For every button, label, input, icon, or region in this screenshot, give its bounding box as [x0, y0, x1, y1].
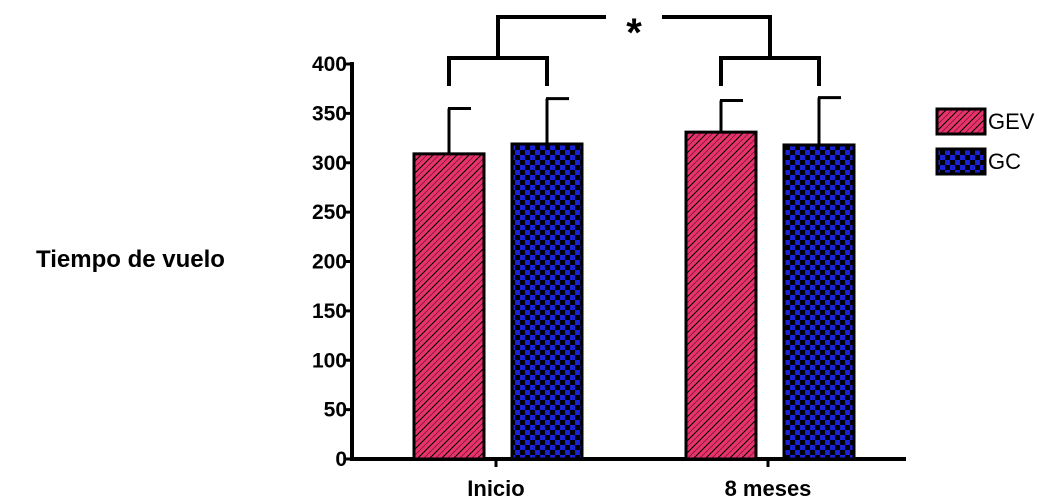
legend-label-gev: GEV — [988, 109, 1035, 134]
y-tick-label: 350 — [312, 102, 347, 125]
inner-bracket-1 — [447, 56, 549, 86]
bars — [412, 130, 856, 461]
y-tick-label: 300 — [312, 152, 347, 175]
y-tick-label: 100 — [312, 349, 347, 372]
y-tick-label: 150 — [312, 300, 347, 323]
bar-gev-2 — [684, 130, 758, 461]
axes: 0 50 100 150 200 250 300 350 400 Inicio 8 meses — [312, 53, 906, 501]
significance-brackets: * — [447, 11, 821, 86]
bar-gev-1 — [412, 152, 486, 461]
y-tick-label: 250 — [312, 201, 347, 224]
legend-swatch-gc — [935, 147, 987, 176]
y-tick-label: 400 — [312, 53, 347, 76]
legend: GEV GC — [935, 107, 1035, 176]
significance-marker: * — [626, 11, 642, 55]
inner-bracket-2 — [719, 56, 821, 86]
x-tick-label: 8 meses — [725, 476, 812, 501]
y-axis-label: Tiempo de vuelo — [36, 246, 225, 273]
bar-gc-2 — [782, 143, 856, 461]
x-tick-label: Inicio — [467, 476, 524, 501]
legend-label-gc: GC — [988, 149, 1021, 174]
y-tick-label: 200 — [312, 251, 347, 274]
legend-swatch-gev — [935, 107, 987, 136]
bar-gc-1 — [510, 142, 584, 461]
y-tick-label: 0 — [335, 448, 347, 471]
error-bars — [447, 96, 841, 154]
y-tick-label: 50 — [324, 399, 347, 422]
